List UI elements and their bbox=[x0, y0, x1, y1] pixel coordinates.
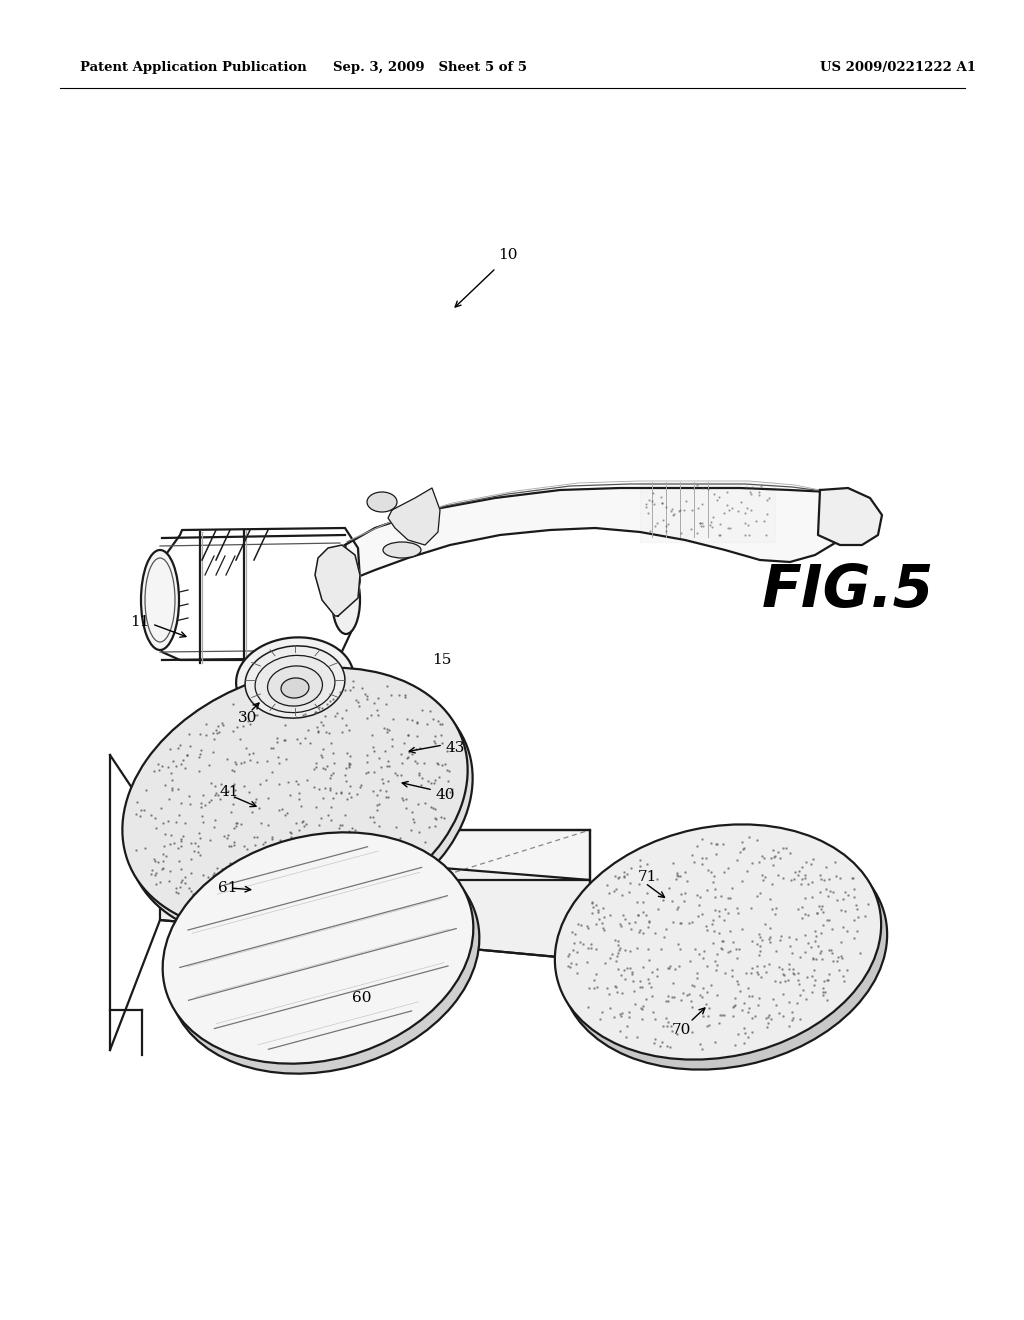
Ellipse shape bbox=[163, 833, 473, 1064]
Text: 60: 60 bbox=[352, 991, 372, 1005]
Polygon shape bbox=[315, 545, 360, 616]
Ellipse shape bbox=[245, 645, 345, 718]
Text: 61: 61 bbox=[218, 880, 238, 895]
Text: 40: 40 bbox=[435, 788, 455, 803]
Polygon shape bbox=[160, 845, 590, 960]
Polygon shape bbox=[818, 488, 882, 545]
Text: 11: 11 bbox=[130, 615, 150, 630]
Ellipse shape bbox=[127, 676, 473, 940]
Text: 71: 71 bbox=[638, 870, 657, 884]
Ellipse shape bbox=[561, 834, 887, 1069]
Text: US 2009/0221222 A1: US 2009/0221222 A1 bbox=[820, 62, 976, 74]
Ellipse shape bbox=[267, 665, 323, 706]
Polygon shape bbox=[640, 482, 775, 543]
Ellipse shape bbox=[281, 678, 309, 698]
Text: 10: 10 bbox=[498, 248, 517, 261]
Ellipse shape bbox=[141, 550, 179, 649]
Text: Sep. 3, 2009   Sheet 5 of 5: Sep. 3, 2009 Sheet 5 of 5 bbox=[333, 62, 527, 74]
Text: 15: 15 bbox=[432, 653, 452, 667]
Text: 41: 41 bbox=[220, 785, 240, 799]
Text: FIG.5: FIG.5 bbox=[762, 561, 934, 619]
Ellipse shape bbox=[332, 566, 360, 634]
Text: 70: 70 bbox=[672, 1023, 691, 1038]
Polygon shape bbox=[155, 830, 590, 880]
Text: 30: 30 bbox=[238, 711, 257, 725]
Ellipse shape bbox=[169, 842, 479, 1073]
Text: 43: 43 bbox=[445, 741, 464, 755]
Text: Patent Application Publication: Patent Application Publication bbox=[80, 62, 307, 74]
Polygon shape bbox=[345, 488, 862, 578]
Polygon shape bbox=[388, 488, 440, 545]
Ellipse shape bbox=[237, 638, 354, 722]
Ellipse shape bbox=[383, 543, 421, 558]
Ellipse shape bbox=[555, 825, 882, 1060]
Ellipse shape bbox=[367, 492, 397, 512]
Ellipse shape bbox=[255, 656, 335, 713]
Ellipse shape bbox=[122, 668, 468, 932]
